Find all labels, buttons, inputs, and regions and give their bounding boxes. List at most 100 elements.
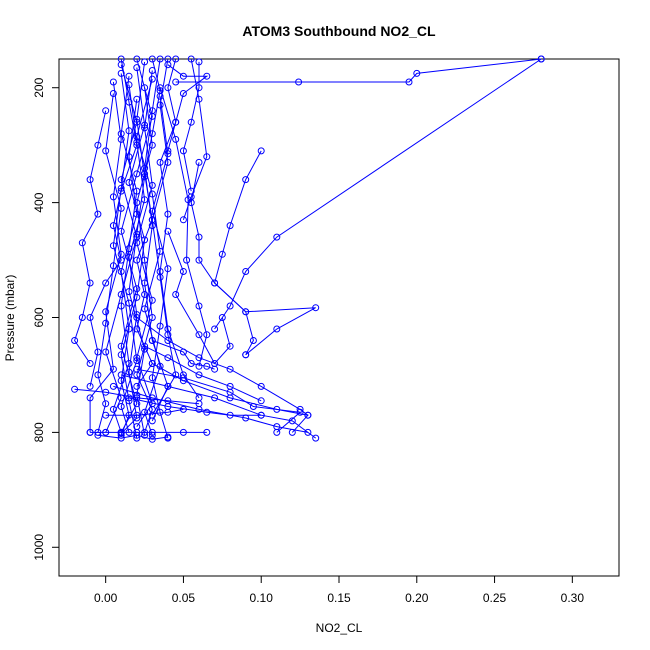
data-point — [133, 357, 141, 365]
data-point — [537, 55, 545, 63]
data-point — [125, 72, 133, 80]
data-point — [117, 256, 125, 264]
series-39 — [102, 405, 187, 419]
data-point — [203, 362, 211, 370]
data-point — [195, 354, 203, 362]
data-point — [109, 78, 117, 86]
data-point — [195, 302, 203, 310]
data-point — [141, 342, 149, 350]
y-axis-label: Pressure (mbar) — [3, 275, 17, 362]
data-point — [148, 55, 156, 63]
data-point — [148, 314, 156, 321]
data-point — [187, 360, 195, 367]
data-point — [273, 428, 281, 436]
x-axis: 0.00 0.05 0.10 0.15 0.20 0.25 0.30 — [94, 576, 584, 605]
data-point — [195, 256, 203, 264]
data-point — [172, 118, 180, 126]
data-point — [195, 362, 203, 370]
data-point — [148, 107, 156, 115]
series-line — [190, 162, 316, 356]
data-point — [148, 394, 156, 402]
data-point — [203, 331, 211, 339]
data-point — [148, 207, 156, 215]
data-point — [164, 84, 172, 92]
data-point — [94, 431, 102, 439]
data-point — [102, 411, 110, 419]
data-point — [164, 397, 172, 405]
data-point — [179, 90, 187, 97]
data-point — [109, 382, 117, 390]
data-point — [211, 325, 219, 333]
data-point — [86, 176, 94, 184]
data-point — [117, 135, 125, 143]
series-layer — [71, 55, 545, 443]
data-point — [86, 360, 94, 367]
series-line — [144, 345, 262, 402]
data-point — [102, 400, 110, 408]
data-point — [195, 331, 203, 339]
data-point — [133, 431, 141, 439]
data-point — [164, 227, 172, 235]
data-point — [226, 411, 234, 419]
data-point — [117, 302, 125, 310]
series-24 — [172, 55, 545, 86]
data-point — [164, 408, 172, 416]
data-point — [148, 374, 156, 382]
series-line — [97, 434, 168, 440]
data-point — [242, 268, 250, 275]
data-point — [304, 428, 312, 436]
data-point — [125, 127, 133, 135]
data-point — [125, 253, 133, 261]
series-21 — [164, 61, 211, 155]
data-point — [78, 239, 86, 247]
data-point — [133, 239, 141, 247]
data-point — [273, 233, 281, 241]
y-tick-label: 800 — [32, 422, 46, 442]
series-26 — [211, 147, 265, 359]
data-point — [164, 325, 172, 333]
data-point — [405, 78, 413, 86]
series-line — [97, 93, 122, 433]
series-line — [167, 231, 231, 365]
y-tick-label: 400 — [32, 192, 46, 212]
data-point — [125, 299, 133, 307]
series-line — [74, 110, 107, 364]
data-point — [148, 141, 156, 149]
data-point — [203, 72, 211, 80]
series-27 — [187, 158, 320, 359]
data-point — [133, 230, 141, 238]
data-point — [141, 84, 149, 92]
data-point — [102, 428, 110, 436]
x-tick-label: 0.15 — [327, 591, 351, 605]
data-point — [195, 158, 203, 166]
data-point — [172, 55, 180, 63]
data-point — [71, 385, 79, 393]
data-point — [249, 403, 257, 410]
data-point — [102, 348, 110, 356]
plot-frame — [58, 58, 620, 577]
x-tick-label: 0.25 — [483, 591, 507, 605]
x-tick-label: 0.20 — [405, 591, 429, 605]
data-point — [125, 153, 133, 161]
series-38 — [94, 431, 172, 443]
data-point — [78, 314, 86, 321]
series-line — [159, 58, 200, 399]
data-point — [94, 348, 102, 356]
data-point — [148, 130, 156, 138]
data-point — [187, 118, 195, 126]
series-line — [112, 76, 138, 433]
data-point — [117, 268, 125, 275]
data-point — [94, 371, 102, 379]
series-28 — [156, 84, 211, 370]
series-line — [105, 408, 184, 416]
data-point — [109, 90, 117, 97]
series-line — [128, 397, 262, 416]
data-point — [148, 296, 156, 304]
data-point — [148, 190, 156, 198]
series-line — [120, 67, 146, 439]
data-point — [156, 55, 164, 63]
series-line — [120, 99, 138, 436]
series-6 — [86, 78, 125, 436]
data-point — [71, 337, 79, 344]
data-point — [141, 256, 149, 264]
